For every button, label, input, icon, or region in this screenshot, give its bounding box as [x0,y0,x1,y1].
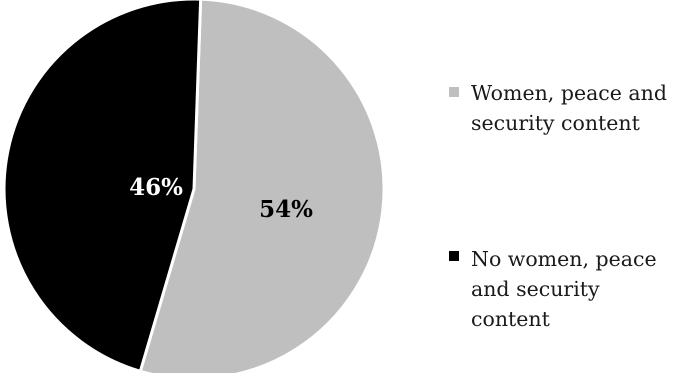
legend-label-no-wps-content: No women, peace and security content [471,244,657,334]
pie-slice-wps-content [138,0,386,373]
slice-label-wps-content: 54% [259,196,313,223]
slice-label-no-wps-content: 46% [129,174,183,201]
legend-swatch-no-wps-content [449,251,459,261]
legend-label-line: and security [471,277,600,301]
legend-swatch-wps-content [449,87,459,97]
legend-label-line: Women, peace and [471,81,667,105]
legend-label-line: content [471,307,550,331]
pie-slice-no-wps-content [2,0,203,373]
legend-label-line: No women, peace [471,247,657,271]
legend-label-line: security content [471,111,640,135]
pie-slice-labels: 54% 46% [129,174,313,223]
pie-slices [2,0,386,373]
legend-label-wps-content: Women, peace and security content [471,78,667,138]
